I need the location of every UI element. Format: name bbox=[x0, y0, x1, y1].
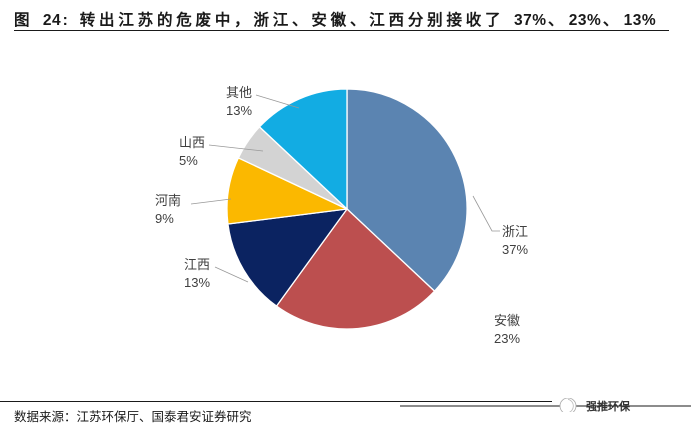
svg-text:江西: 江西 bbox=[184, 257, 210, 272]
svg-text:强推环保: 强推环保 bbox=[586, 399, 631, 412]
svg-text:河南: 河南 bbox=[155, 193, 181, 208]
svg-text:5%: 5% bbox=[179, 153, 198, 168]
svg-text:安徽: 安徽 bbox=[494, 313, 520, 328]
svg-text:9%: 9% bbox=[155, 211, 174, 226]
svg-text:山西: 山西 bbox=[179, 135, 205, 150]
svg-text:37%: 37% bbox=[502, 242, 528, 257]
svg-text:23%: 23% bbox=[494, 331, 520, 346]
svg-text:13%: 13% bbox=[184, 275, 210, 290]
svg-text:其他: 其他 bbox=[226, 85, 252, 100]
svg-text:13%: 13% bbox=[226, 103, 252, 118]
svg-text:浙江: 浙江 bbox=[502, 224, 528, 239]
